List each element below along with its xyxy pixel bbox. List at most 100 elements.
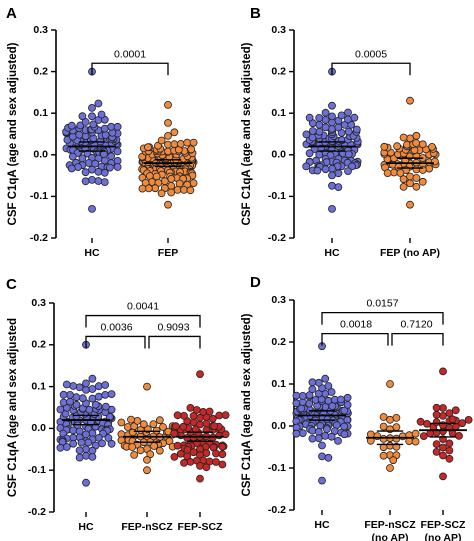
data-point — [117, 418, 126, 427]
data-point — [379, 443, 388, 452]
data-point — [164, 119, 172, 127]
y-tick-label: -0.1 — [28, 464, 46, 476]
data-point — [180, 458, 188, 467]
data-point — [88, 175, 96, 184]
data-point — [155, 446, 164, 455]
x-tick-label: HC — [78, 521, 94, 533]
data-point — [322, 425, 331, 434]
data-point — [379, 451, 388, 460]
p-value-label: 0.0041 — [127, 301, 159, 313]
data-point — [305, 113, 314, 122]
data-point — [94, 167, 103, 176]
data-point — [327, 432, 336, 441]
data-point — [164, 101, 172, 109]
data-point — [379, 413, 388, 421]
data-point — [107, 152, 116, 161]
data-point — [344, 167, 352, 176]
data-point — [143, 382, 151, 391]
data-point — [386, 380, 394, 388]
y-tick-label: -0.2 — [268, 504, 286, 516]
data-point — [89, 120, 98, 129]
data-point — [192, 406, 201, 414]
data-point — [432, 403, 441, 412]
data-point — [173, 185, 182, 194]
data-point — [321, 374, 330, 383]
data-point — [439, 451, 447, 460]
data-point — [308, 127, 317, 135]
data-point — [439, 472, 447, 481]
data-point — [139, 420, 148, 429]
data-point — [218, 460, 227, 469]
data-point — [151, 184, 160, 193]
significance-bracket — [85, 314, 201, 328]
data-point — [91, 159, 100, 168]
data-point — [458, 419, 467, 428]
data-point — [334, 169, 343, 178]
group-hc — [292, 342, 352, 485]
data-point — [62, 443, 71, 451]
panel-label: A — [6, 5, 17, 22]
data-point — [98, 439, 106, 448]
data-point — [432, 410, 441, 419]
data-point — [419, 432, 428, 441]
y-tick-label: -0.2 — [28, 506, 46, 518]
data-point — [74, 163, 82, 172]
data-point — [191, 425, 200, 434]
data-point — [75, 130, 84, 139]
group-fep — [138, 101, 198, 209]
data-point — [396, 169, 405, 177]
data-point — [308, 385, 317, 394]
data-point — [399, 133, 408, 142]
data-point — [180, 185, 188, 194]
data-point — [334, 183, 343, 192]
data-point — [101, 131, 110, 139]
data-point — [62, 380, 71, 389]
data-point — [337, 111, 346, 120]
y-tick-label: -0.1 — [268, 462, 286, 474]
data-point — [56, 405, 65, 414]
data-point — [167, 174, 176, 183]
data-point — [113, 147, 122, 156]
data-point — [315, 127, 324, 136]
data-point — [189, 138, 198, 147]
data-point — [154, 141, 162, 150]
data-point — [170, 429, 179, 438]
data-point — [152, 426, 161, 435]
data-point — [379, 434, 388, 443]
data-point — [130, 450, 139, 459]
data-point — [455, 431, 463, 440]
data-point — [107, 122, 116, 131]
data-point — [164, 140, 172, 149]
group-hc — [302, 67, 362, 213]
data-point — [292, 399, 301, 408]
data-point — [298, 429, 307, 438]
data-point — [138, 184, 147, 193]
data-point — [386, 415, 394, 424]
x-tick-label: (no AP) — [372, 532, 409, 541]
data-point — [218, 450, 227, 459]
data-point — [143, 455, 151, 464]
data-point — [179, 422, 188, 431]
data-point — [298, 391, 307, 400]
data-point — [406, 179, 414, 188]
y-tick-label: -0.1 — [268, 190, 286, 202]
significance-bracket — [91, 62, 169, 76]
y-axis-title: CSF C1qA (age and sex adjusted) — [241, 42, 253, 225]
data-point — [439, 404, 447, 412]
data-point — [428, 142, 436, 151]
data-point — [82, 385, 90, 394]
data-point — [88, 374, 97, 383]
data-point — [187, 145, 196, 154]
data-point — [302, 162, 311, 171]
data-point — [321, 123, 330, 132]
data-point — [81, 118, 90, 126]
data-point — [212, 458, 220, 466]
data-point — [91, 400, 100, 409]
data-point — [67, 121, 76, 130]
data-point — [411, 437, 420, 446]
data-point — [208, 414, 217, 423]
data-point — [392, 423, 401, 432]
data-point — [334, 123, 343, 132]
y-axis-title: CSF C1qA (age and sex adjusted) — [7, 42, 19, 225]
data-point — [88, 204, 96, 213]
